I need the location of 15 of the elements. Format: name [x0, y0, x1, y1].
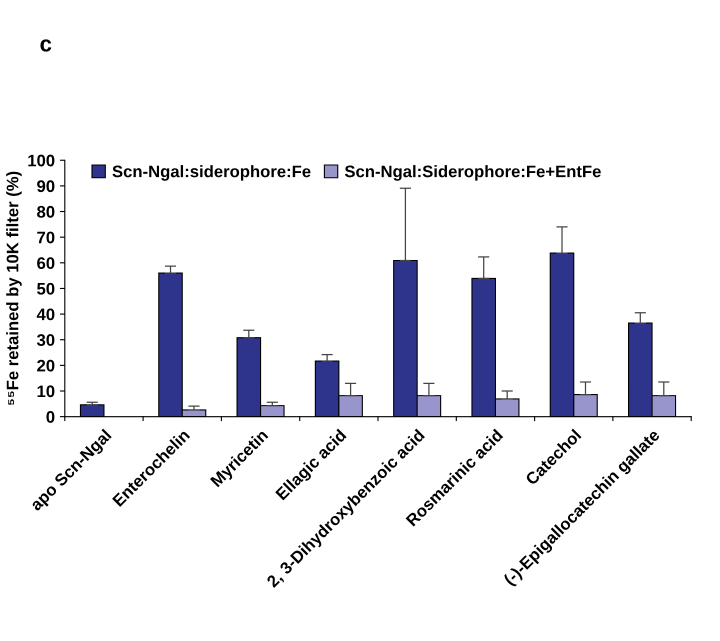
- y-tick-label: 70: [37, 232, 54, 244]
- y-tick-label: 20: [37, 360, 54, 372]
- y-tick-label: 0: [46, 411, 54, 423]
- legend-label: Scn-Ngal:siderophore:Fe: [112, 165, 311, 181]
- y-tick-label: 40: [36, 308, 54, 320]
- y-tick-label: 30: [36, 334, 54, 346]
- y-axis-title: ⁵⁵Fe retained by 10K filter (%): [6, 172, 22, 406]
- y-tick-label: 50: [37, 282, 54, 295]
- y-tick-label: 60: [37, 257, 54, 270]
- y-tick-label: 90: [37, 180, 54, 192]
- y-tick-label: 10: [38, 385, 54, 398]
- y-tick-label: 100: [28, 154, 54, 166]
- text: c: [40, 39, 52, 52]
- y-tick-label: 80: [37, 206, 54, 218]
- legend-label: Scn-Ngal:Siderophore:Fe+EntFe: [344, 165, 601, 181]
